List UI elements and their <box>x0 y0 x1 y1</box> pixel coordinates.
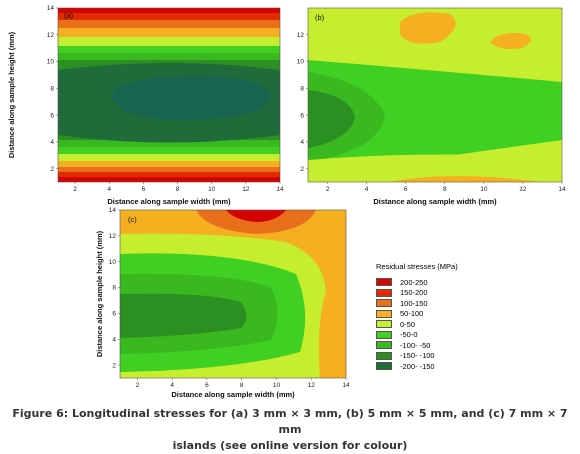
x-tick-label: 2 <box>73 186 77 193</box>
legend-title: Residual stresses (MPa) <box>376 262 458 271</box>
legend-swatch <box>376 278 392 287</box>
panel-label-a: (a) <box>64 11 74 20</box>
y-axis-label-a: Distance along sample height (mm) <box>7 31 16 158</box>
x-tick-label: 12 <box>308 382 316 389</box>
y-tick-label: 4 <box>300 139 304 146</box>
y-tick-label: 6 <box>300 112 304 119</box>
y-tick-label: 14 <box>47 5 55 12</box>
y-tick-label: 2 <box>50 166 54 173</box>
y-tick-label: 10 <box>47 59 55 66</box>
contour-fill-b <box>308 8 562 182</box>
y-tick-label: 8 <box>112 285 116 292</box>
legend-item: -150- -100 <box>376 351 496 362</box>
x-tick-label: 4 <box>107 186 111 193</box>
legend-swatch <box>376 288 392 297</box>
x-tick-label: 8 <box>240 382 244 389</box>
x-axis-label-c: Distance along sample width (mm) <box>171 390 295 399</box>
panel-label-c: (c) <box>128 215 137 224</box>
y-tick-label: 6 <box>50 112 54 119</box>
axis-ticks-c: 2 4 6 8 10 12 14 2 4 6 8 10 12 14 <box>109 207 350 389</box>
y-tick-label: 4 <box>50 139 54 146</box>
legend-swatch <box>376 341 392 350</box>
x-tick-label: 8 <box>176 186 180 193</box>
y-tick-label: 12 <box>109 233 117 240</box>
legend-item: 200-250 <box>376 277 496 288</box>
y-axis-label-c: Distance along sample height (mm) <box>95 230 104 357</box>
y-tick-label: 10 <box>109 259 117 266</box>
contour-panel-c: (c) Distance along sample width (mm) Dis… <box>95 207 350 399</box>
caption-line-1: Figure 6: Longitudinal stresses for (a) … <box>12 407 568 436</box>
x-tick-label: 12 <box>519 186 527 193</box>
x-tick-label: 2 <box>326 186 330 193</box>
x-tick-label: 10 <box>208 186 216 193</box>
legend-label: -100- -50 <box>400 340 431 350</box>
y-tick-label: 4 <box>112 336 116 343</box>
axis-ticks-a: 2 4 6 8 10 12 14 2 4 6 8 10 12 14 <box>47 5 284 193</box>
legend-item: 0-50 <box>376 319 496 330</box>
x-axis-label-b: Distance along sample width (mm) <box>373 197 497 206</box>
x-tick-label: 4 <box>170 382 174 389</box>
legend-swatch <box>376 320 392 329</box>
legend-swatch <box>376 309 392 318</box>
x-tick-label: 10 <box>480 186 488 193</box>
figure-caption: Figure 6: Longitudinal stresses for (a) … <box>0 406 580 454</box>
legend-label: -200- -150 <box>400 361 435 371</box>
x-tick-label: 2 <box>136 382 140 389</box>
y-tick-label: 14 <box>109 207 117 214</box>
contour-panel-a: (a) Distance along sample width (mm) Dis… <box>7 5 284 206</box>
x-tick-label: 14 <box>276 186 284 193</box>
legend-item: 100-150 <box>376 298 496 309</box>
x-tick-label: 12 <box>242 186 250 193</box>
legend-label: 100-150 <box>400 298 428 308</box>
panel-label-b: (b) <box>315 13 325 22</box>
legend-swatch <box>376 299 392 308</box>
legend-label: 50-100 <box>400 309 424 319</box>
x-tick-label: 14 <box>342 382 350 389</box>
axis-ticks-b: 2 4 6 8 10 12 14 2 4 6 8 10 12 <box>297 32 566 193</box>
legend-swatch <box>376 330 392 339</box>
legend-swatch <box>376 351 392 360</box>
y-tick-label: 8 <box>300 86 304 93</box>
legend-items: 200-250 150-200 100-150 50-100 0-50 -50-0 -100… <box>376 277 496 372</box>
y-tick-label: 6 <box>112 311 116 318</box>
legend-swatch <box>376 362 392 371</box>
y-tick-label: 2 <box>112 362 116 369</box>
legend-item: 50-100 <box>376 309 496 320</box>
legend-item: -200- -150 <box>376 361 496 372</box>
contour-panel-b: (b) Distance along sample width (mm) 2 4 6… <box>297 7 566 206</box>
legend-label: 0-50 <box>400 319 416 329</box>
x-tick-label: 6 <box>205 382 209 389</box>
caption-line-2: islands (see online version for colour) <box>172 439 408 452</box>
x-tick-label: 6 <box>404 186 408 193</box>
legend-item: -100- -50 <box>376 340 496 351</box>
contour-fill-a <box>58 8 280 182</box>
contour-fill-c <box>120 210 346 378</box>
y-tick-label: 12 <box>47 32 55 39</box>
x-tick-label: 14 <box>558 186 566 193</box>
y-tick-label: 8 <box>50 86 54 93</box>
legend-label: 200-250 <box>400 277 428 287</box>
legend: Residual stresses (MPa) 200-250 150-200 10… <box>376 262 496 372</box>
x-tick-label: 10 <box>273 382 281 389</box>
legend-label: -50-0 <box>400 330 418 340</box>
legend-item: -50-0 <box>376 330 496 341</box>
y-tick-label: 12 <box>297 32 305 39</box>
y-tick-label: 2 <box>300 166 304 173</box>
legend-label: -150- -100 <box>400 351 435 361</box>
y-tick-label: 10 <box>297 59 305 66</box>
legend-label: 150-200 <box>400 288 428 298</box>
x-tick-label: 8 <box>443 186 447 193</box>
x-tick-label: 4 <box>365 186 369 193</box>
x-axis-label-a: Distance along sample width (mm) <box>107 197 231 206</box>
x-tick-label: 6 <box>142 186 146 193</box>
legend-item: 150-200 <box>376 288 496 299</box>
